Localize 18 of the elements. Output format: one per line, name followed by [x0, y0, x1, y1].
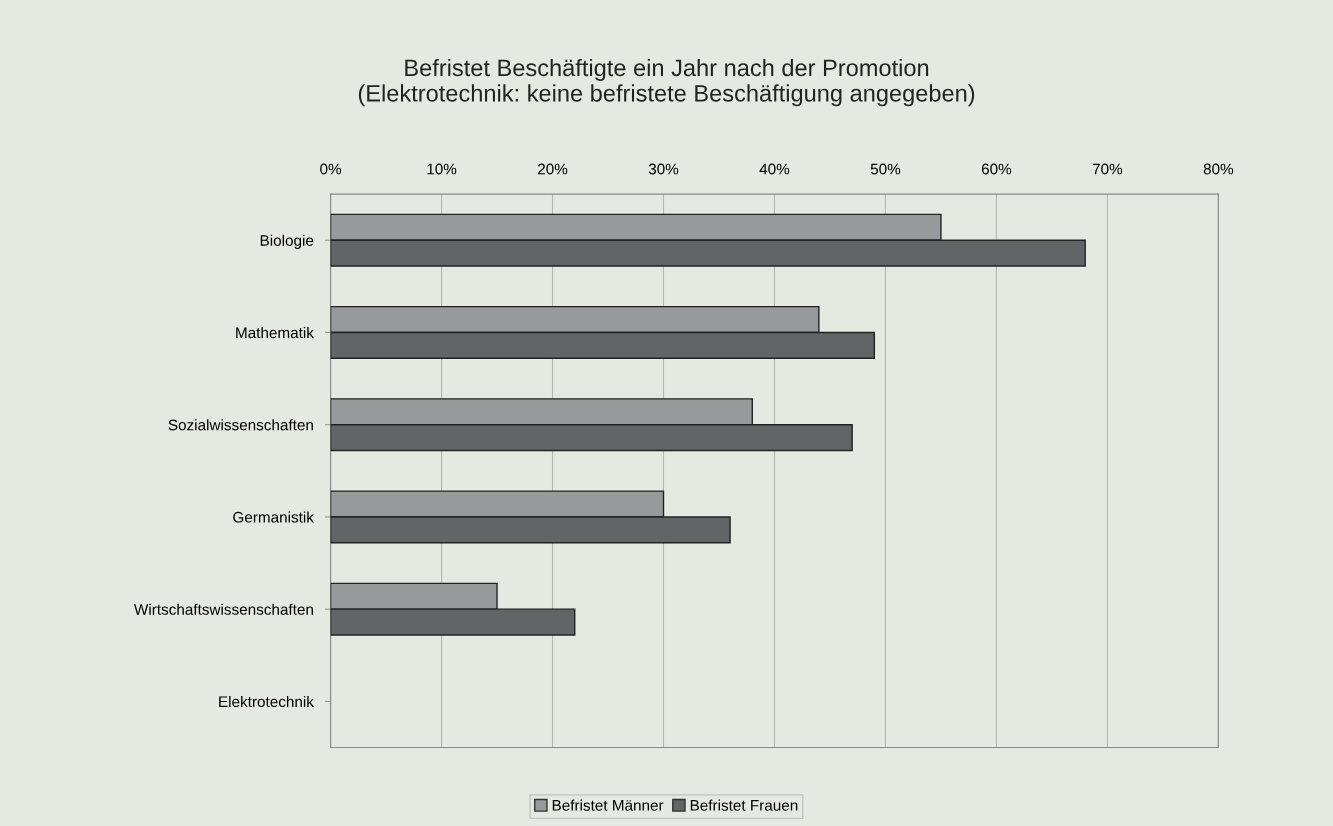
- y-tick-label: Sozialwissenschaften: [168, 419, 313, 431]
- chart-title: Befristet Beschäftigte ein Jahr nach der Promotion (Elektrotechnik: keine befristete Beschäftigung angegeben): [358, 58, 975, 107]
- x-tick-label: 0%: [320, 163, 342, 175]
- y-tick-label: Elektrotechnik: [219, 695, 314, 708]
- x-tick-label: 70%: [1092, 163, 1123, 175]
- x-tick-label: 40%: [759, 163, 790, 175]
- x-tick-label: 60%: [981, 163, 1012, 175]
- x-tick-label: 30%: [648, 163, 679, 175]
- x-tick-label: 80%: [1203, 163, 1234, 175]
- y-tick-label: Wirtschaftswissenschaften: [133, 603, 313, 615]
- legend-label: Befristet Männer: [552, 799, 664, 811]
- x-tick-label: 50%: [870, 163, 901, 175]
- x-tick-label: 20%: [538, 163, 568, 175]
- y-tick-label: Mathematik: [236, 326, 314, 339]
- legend-label: Befristet Frauen: [690, 799, 798, 811]
- x-tick-label: 10%: [427, 163, 457, 175]
- y-tick-label: Germanistik: [233, 511, 314, 523]
- y-tick-label: Biologie: [260, 234, 314, 249]
